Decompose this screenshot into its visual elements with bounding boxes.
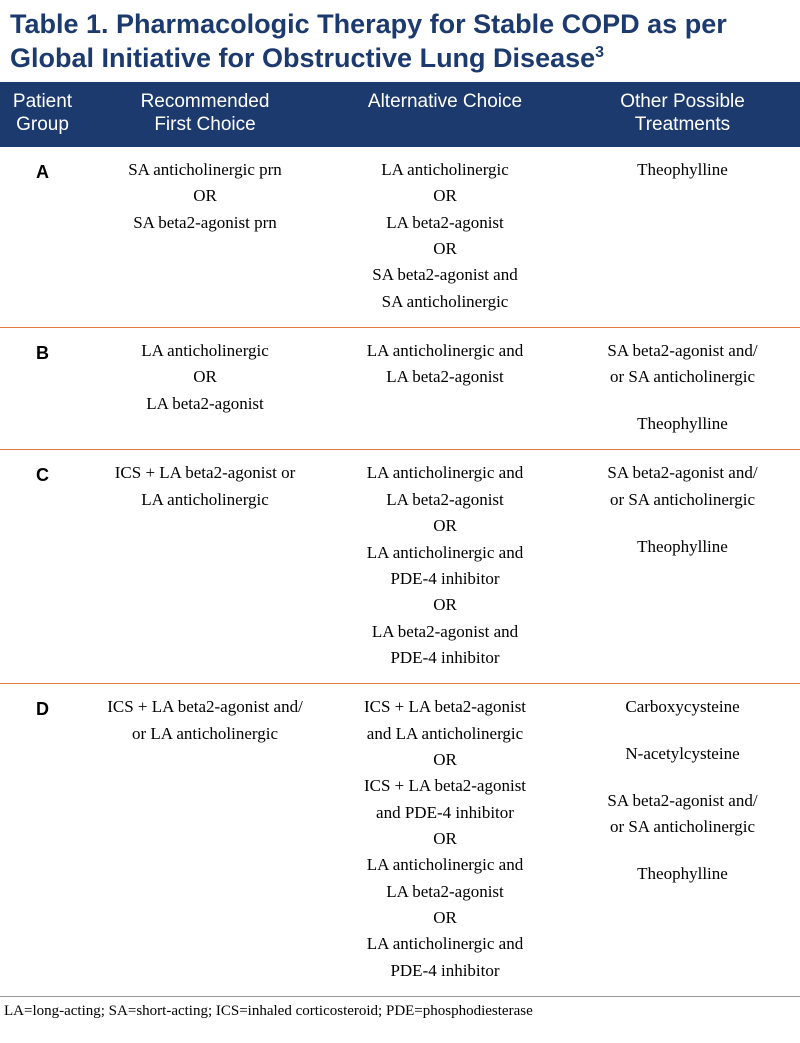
cell-line: LA beta2-agonist	[333, 210, 557, 236]
cell-line: Theophylline	[573, 411, 792, 437]
cell-line: OR	[333, 592, 557, 618]
col-header-alternative: Alternative Choice	[325, 82, 565, 148]
table-container: Table 1. Pharmacologic Therapy for Stabl…	[0, 0, 800, 1030]
cell-line: OR	[333, 183, 557, 209]
cell-line: N-acetylcysteine	[573, 741, 792, 767]
cell-line: Carboxycysteine	[573, 694, 792, 720]
group-label: B	[0, 328, 85, 450]
cell-line: PDE-4 inhibitor	[333, 958, 557, 984]
cell-line: or LA anticholinergic	[93, 721, 317, 747]
cell-line: OR	[93, 364, 317, 390]
cell-line: SA beta2-agonist and	[333, 262, 557, 288]
table-body: A SA anticholinergic prnORSA beta2-agoni…	[0, 147, 800, 996]
cell-first-choice: SA anticholinergic prnORSA beta2-agonist…	[85, 147, 325, 328]
cell-line: LA beta2-agonist	[333, 879, 557, 905]
cell-line: ICS + LA beta2-agonist	[333, 694, 557, 720]
cell-line: OR	[93, 183, 317, 209]
col-header-other: Other Possible Treatments	[565, 82, 800, 148]
cell-line: SA beta2-agonist and/	[573, 788, 792, 814]
cell-line: SA anticholinergic prn	[93, 157, 317, 183]
cell-line: and PDE-4 inhibitor	[333, 800, 557, 826]
cell-line: SA beta2-agonist and/	[573, 338, 792, 364]
cell-line: SA anticholinergic	[333, 289, 557, 315]
cell-alternative: LA anticholinergicORLA beta2-agonistORSA…	[325, 147, 565, 328]
cell-first-choice: ICS + LA beta2-agonist and/or LA anticho…	[85, 684, 325, 996]
cell-line: OR	[333, 826, 557, 852]
cell-line: OR	[333, 513, 557, 539]
cell-line	[573, 767, 792, 787]
title-text: Table 1. Pharmacologic Therapy for Stabl…	[10, 9, 727, 73]
cell-line: LA beta2-agonist	[93, 391, 317, 417]
col-header-first-choice: Recommended First Choice	[85, 82, 325, 148]
cell-line: LA beta2-agonist	[333, 487, 557, 513]
cell-line	[573, 840, 792, 860]
cell-line: PDE-4 inhibitor	[333, 566, 557, 592]
table-row: B LA anticholinergicORLA beta2-agonist L…	[0, 328, 800, 450]
cell-line	[573, 513, 792, 533]
cell-line: Theophylline	[573, 534, 792, 560]
cell-line: Theophylline	[573, 861, 792, 887]
cell-line: LA anticholinergic	[93, 487, 317, 513]
cell-line: ICS + LA beta2-agonist	[333, 773, 557, 799]
cell-line: or SA anticholinergic	[573, 814, 792, 840]
cell-other: SA beta2-agonist and/or SA anticholinerg…	[565, 328, 800, 450]
group-label: D	[0, 684, 85, 996]
cell-line	[573, 391, 792, 411]
col-header-group: Patient Group	[0, 82, 85, 148]
cell-line: LA anticholinergic	[93, 338, 317, 364]
cell-line: or SA anticholinergic	[573, 487, 792, 513]
group-label: C	[0, 450, 85, 684]
therapy-table: Patient Group Recommended First Choice A…	[0, 82, 800, 997]
cell-line: OR	[333, 236, 557, 262]
group-label: A	[0, 147, 85, 328]
cell-line: LA anticholinergic and	[333, 852, 557, 878]
cell-line: SA beta2-agonist and/	[573, 460, 792, 486]
cell-line: PDE-4 inhibitor	[333, 645, 557, 671]
cell-line: LA beta2-agonist and	[333, 619, 557, 645]
cell-line: LA anticholinergic and	[333, 931, 557, 957]
table-footnote: LA=long-acting; SA=short-acting; ICS=inh…	[0, 996, 800, 1030]
cell-other: SA beta2-agonist and/or SA anticholinerg…	[565, 450, 800, 684]
table-title: Table 1. Pharmacologic Therapy for Stabl…	[0, 0, 800, 82]
cell-line: LA anticholinergic and	[333, 540, 557, 566]
cell-other: Theophylline	[565, 147, 800, 328]
cell-first-choice: ICS + LA beta2-agonist orLA anticholiner…	[85, 450, 325, 684]
cell-line: LA anticholinergic and	[333, 460, 557, 486]
cell-line: ICS + LA beta2-agonist or	[93, 460, 317, 486]
cell-line: Theophylline	[573, 157, 792, 183]
cell-first-choice: LA anticholinergicORLA beta2-agonist	[85, 328, 325, 450]
cell-line: SA beta2-agonist prn	[93, 210, 317, 236]
cell-other: Carboxycysteine N-acetylcysteine SA beta2-…	[565, 684, 800, 996]
cell-line: LA anticholinergic and	[333, 338, 557, 364]
cell-line: and LA anticholinergic	[333, 721, 557, 747]
cell-line: LA beta2-agonist	[333, 364, 557, 390]
table-row: A SA anticholinergic prnORSA beta2-agoni…	[0, 147, 800, 328]
cell-line: or SA anticholinergic	[573, 364, 792, 390]
table-row: C ICS + LA beta2-agonist orLA anticholin…	[0, 450, 800, 684]
cell-line: ICS + LA beta2-agonist and/	[93, 694, 317, 720]
cell-line: OR	[333, 747, 557, 773]
cell-line: OR	[333, 905, 557, 931]
cell-line	[573, 721, 792, 741]
cell-alternative: ICS + LA beta2-agonistand LA anticholine…	[325, 684, 565, 996]
table-row: D ICS + LA beta2-agonist and/or LA antic…	[0, 684, 800, 996]
cell-alternative: LA anticholinergic andLA beta2-agonist	[325, 328, 565, 450]
cell-line: LA anticholinergic	[333, 157, 557, 183]
title-superscript: 3	[595, 44, 604, 61]
cell-alternative: LA anticholinergic andLA beta2-agonistOR…	[325, 450, 565, 684]
table-header: Patient Group Recommended First Choice A…	[0, 82, 800, 148]
